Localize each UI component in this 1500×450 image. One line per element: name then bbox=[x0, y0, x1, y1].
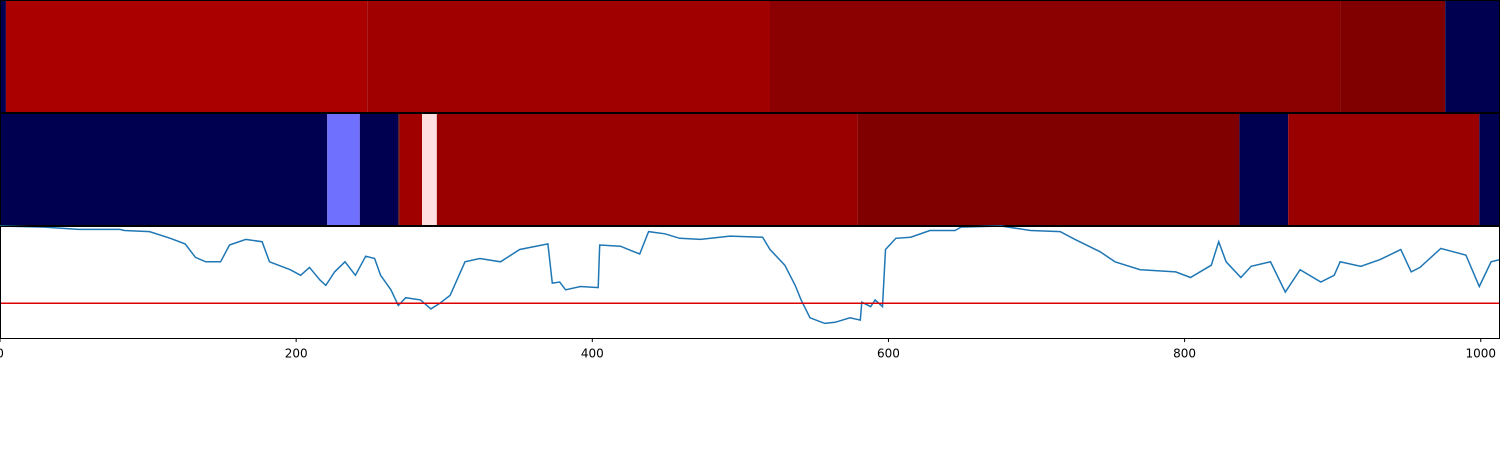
segment bbox=[1288, 113, 1480, 225]
segment bbox=[1340, 0, 1446, 112]
x-tick-label: 0 bbox=[0, 347, 4, 361]
segment bbox=[769, 0, 1341, 112]
segment bbox=[857, 113, 1240, 225]
x-tick-label: 1000 bbox=[1465, 347, 1496, 361]
segment bbox=[1239, 113, 1289, 225]
segment bbox=[327, 113, 360, 225]
x-tick-label: 200 bbox=[285, 347, 308, 361]
segment bbox=[398, 113, 400, 225]
segment bbox=[367, 0, 770, 112]
panel-frame bbox=[0, 226, 1500, 339]
segment bbox=[399, 113, 423, 225]
data-line bbox=[0, 225, 1500, 325]
segment bbox=[359, 113, 399, 225]
x-tick-label: 800 bbox=[1173, 347, 1196, 361]
segment bbox=[0, 0, 6, 112]
segment bbox=[1479, 113, 1500, 225]
segment bbox=[422, 113, 437, 225]
segment bbox=[1445, 0, 1500, 112]
segment bbox=[436, 113, 858, 225]
x-tick-label: 400 bbox=[581, 347, 604, 361]
x-tick-label: 600 bbox=[877, 347, 900, 361]
segment bbox=[5, 0, 368, 112]
segment bbox=[0, 113, 328, 225]
